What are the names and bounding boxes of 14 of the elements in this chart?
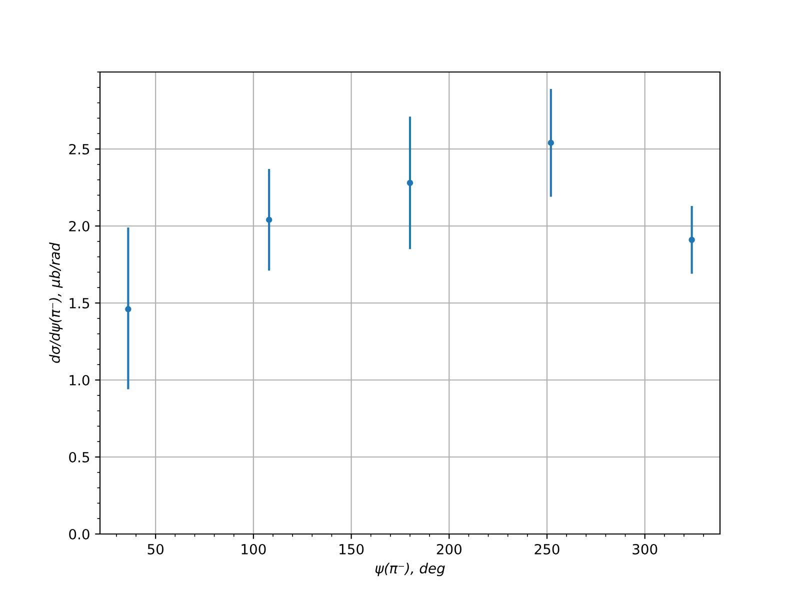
y-axis-title: dσ/dψ(π⁻), μb/rad <box>49 242 63 363</box>
x-tick-label: 150 <box>340 544 364 554</box>
x-axis-title: ψ(π⁻), deg <box>375 562 445 576</box>
y-tick-label: 0.5 <box>69 452 90 462</box>
x-tick-label: 250 <box>534 544 560 554</box>
y-tick-label: 0.0 <box>69 528 90 540</box>
y-tick-label: 2.5 <box>69 144 90 154</box>
x-tick-label: 300 <box>632 544 658 554</box>
x-tick-label: 50 <box>148 544 164 554</box>
y-tick-label: 1.0 <box>70 374 90 386</box>
y-tick-label: 2.0 <box>69 220 90 232</box>
x-tick-label: 200 <box>436 544 462 554</box>
x-tick-label: 100 <box>242 544 266 554</box>
y-tick-label: 1.5 <box>70 298 90 308</box>
